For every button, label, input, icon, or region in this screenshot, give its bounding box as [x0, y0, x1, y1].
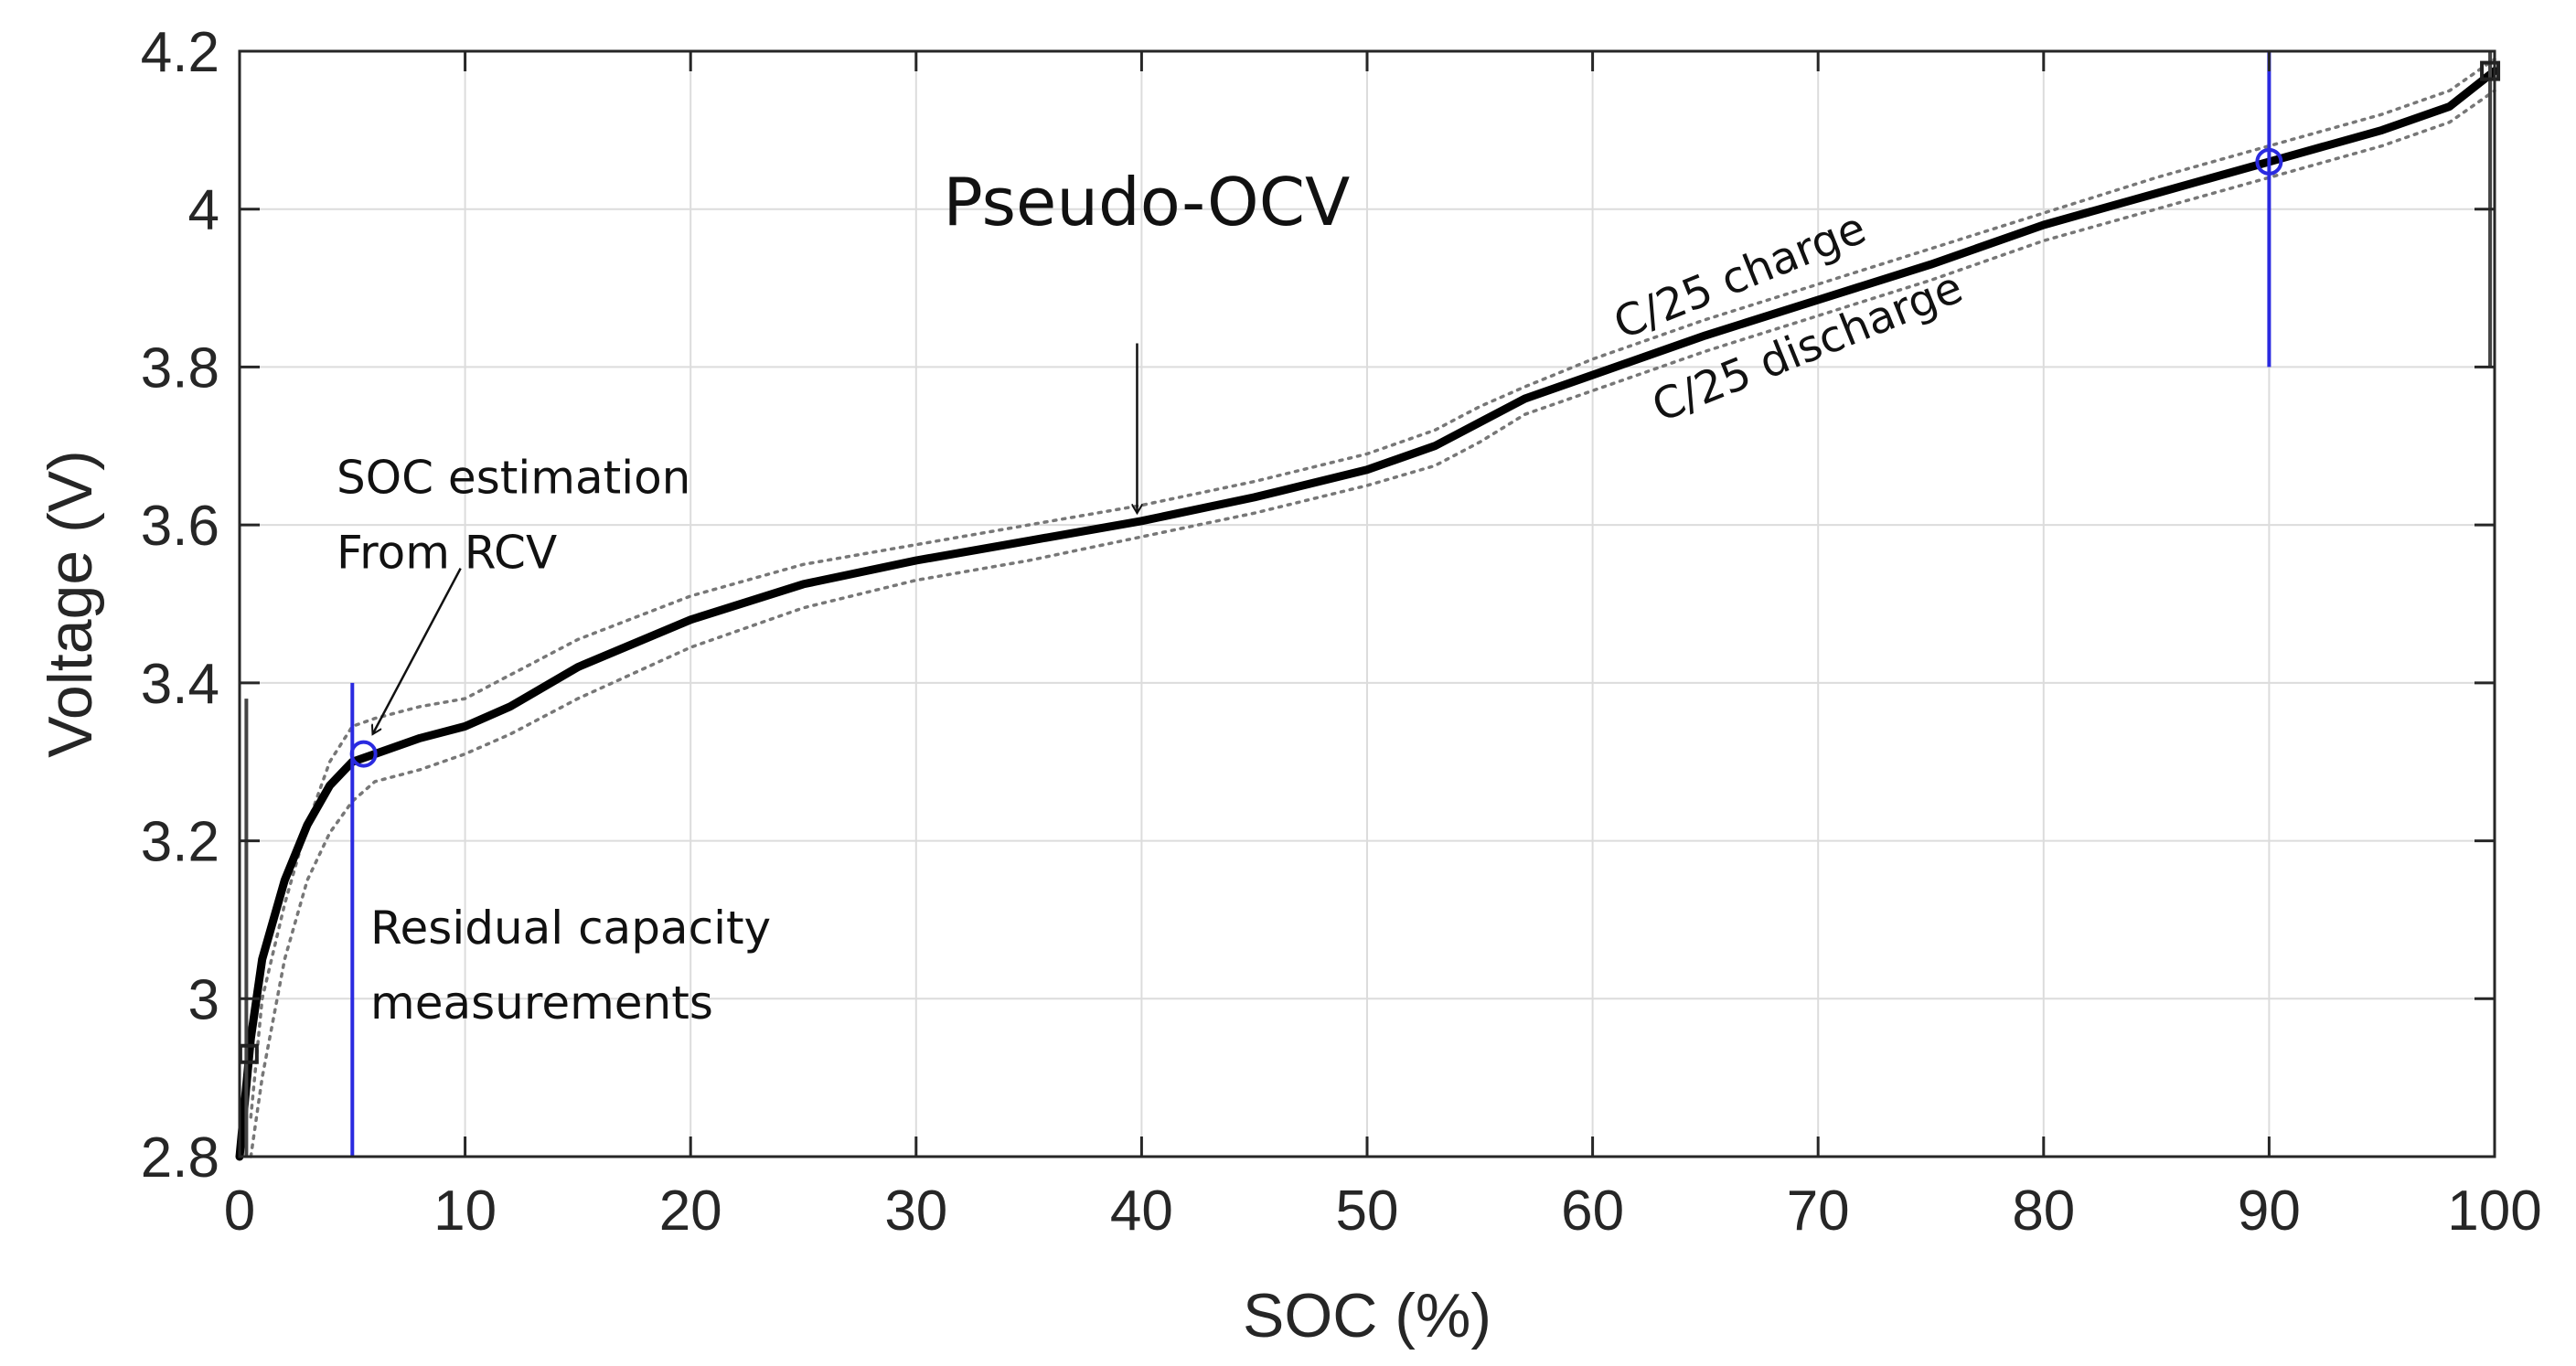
annotation-residual-1: Residual capacity: [370, 902, 771, 955]
x-tick-label: 50: [1336, 1179, 1399, 1243]
y-tick-label: 3.8: [141, 336, 219, 400]
y-tick-label: 4: [188, 179, 219, 242]
x-tick-label: 40: [1110, 1179, 1173, 1243]
annotation-soc-est-1: SOC estimation: [337, 452, 690, 505]
x-tick-label: 0: [224, 1179, 255, 1243]
x-tick-label: 20: [659, 1179, 722, 1243]
circle-marker: [349, 740, 378, 768]
tick-layer: 0 10 20 30 40 50 60 70 80 90 100 2.8 3 3.2 3.4 3.6 3.8 4 4…: [141, 21, 2542, 1243]
square-marker: [2480, 60, 2501, 81]
series-pseudo-ocv: [235, 67, 2499, 1161]
x-tick-label: 100: [2447, 1179, 2541, 1243]
x-tick-label: 80: [2012, 1179, 2075, 1243]
x-tick-label: 30: [884, 1179, 947, 1243]
y-tick-label: 2.8: [141, 1126, 219, 1190]
y-tick-label: 3.4: [141, 653, 219, 716]
x-tick-label: 60: [1561, 1179, 1624, 1243]
y-tick-label: 3: [188, 968, 219, 1031]
y-tick-label: 3.2: [141, 811, 219, 874]
x-axis-title: SOC (%): [1243, 1281, 1491, 1350]
circle-marker: [2255, 147, 2283, 176]
x-tick-label: 70: [1787, 1179, 1850, 1243]
annotation-soc-est-2: From RCV: [337, 527, 557, 580]
annotation-residual-2: measurements: [370, 976, 713, 1030]
y-tick-label: 3.6: [141, 495, 219, 558]
x-tick-label: 10: [433, 1179, 497, 1243]
y-axis-title: Voltage (V): [36, 450, 105, 757]
y-tick-label: 4.2: [141, 21, 219, 84]
x-tick-label: 90: [2238, 1179, 2301, 1243]
annotation-arrow: [372, 568, 462, 734]
annotation-pseudo-ocv: Pseudo-OCV: [943, 164, 1350, 240]
